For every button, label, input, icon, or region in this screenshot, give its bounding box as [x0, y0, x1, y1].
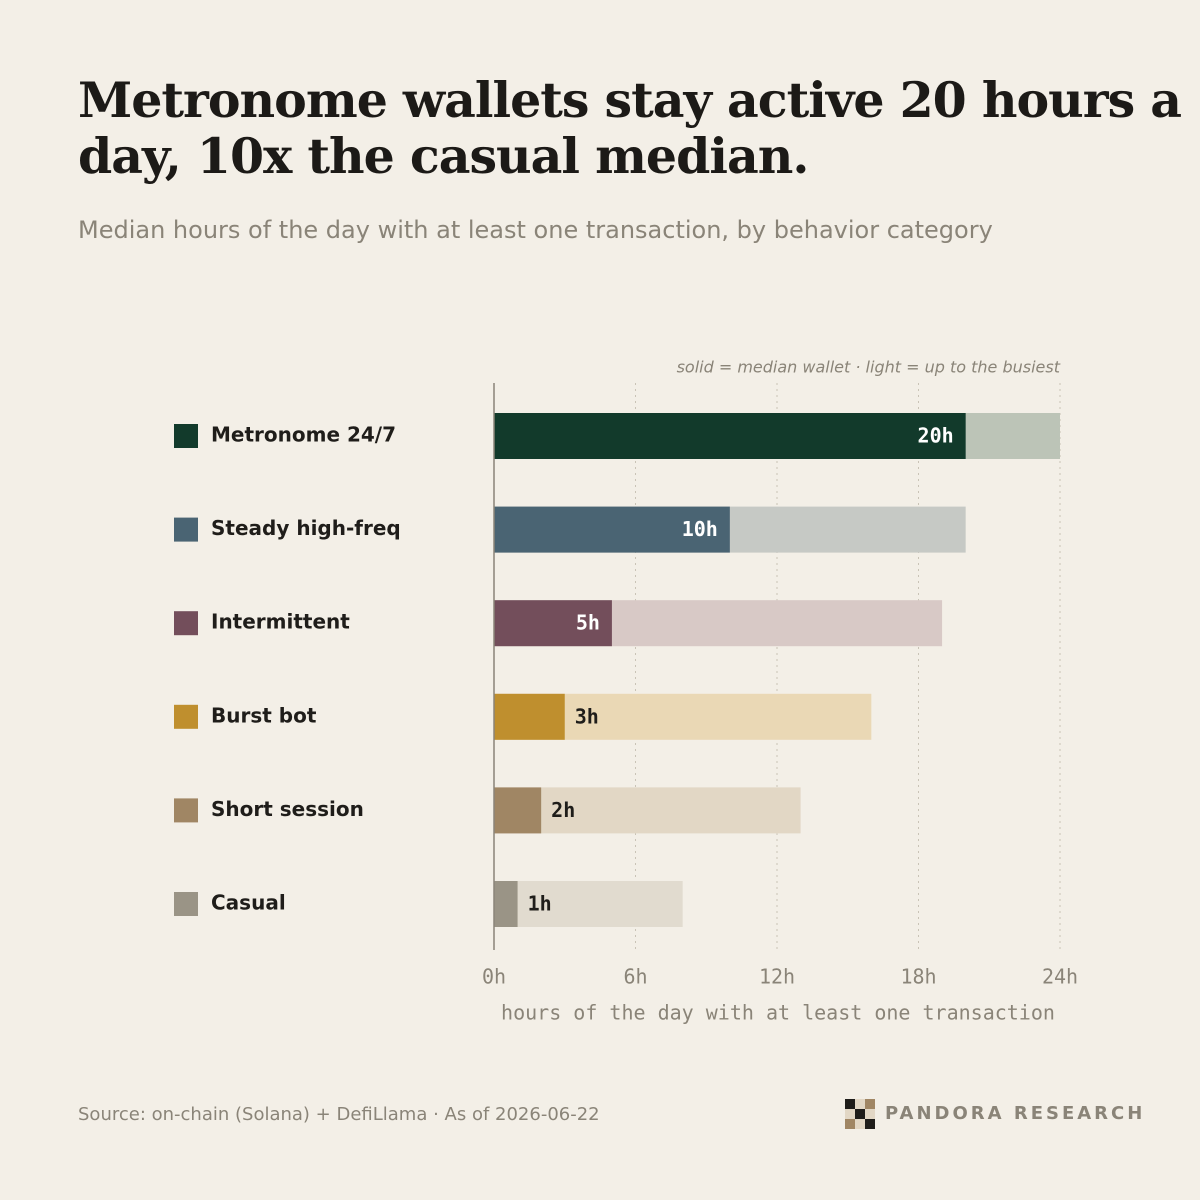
bar-median — [494, 600, 612, 647]
value-label: 5h — [576, 611, 600, 635]
bar-median — [494, 506, 730, 553]
legend-swatch — [174, 704, 198, 729]
category-label: Steady high-freq — [211, 516, 401, 540]
legend-note: solid = median wallet · light = up to th… — [677, 358, 1061, 377]
brand: PANDORA RESEARCH — [885, 1103, 1145, 1124]
category-label: Burst bot — [211, 703, 317, 727]
value-label: 1h — [528, 892, 552, 916]
bar-median — [494, 413, 966, 459]
category-label: Intermittent — [211, 610, 350, 634]
legend-swatch — [174, 517, 198, 542]
value-label: 10h — [682, 517, 718, 541]
brand-icon — [845, 1099, 875, 1129]
bar-median — [494, 881, 518, 927]
legend-swatch — [174, 424, 198, 448]
chart-title: Metronome wallets stay active 20 hours a… — [78, 71, 1181, 185]
x-tick-label: 0h — [482, 965, 506, 989]
chart-subtitle: Median hours of the day with at least on… — [78, 216, 993, 244]
category-label: Casual — [211, 891, 286, 915]
value-label: 20h — [918, 424, 954, 448]
legend-swatch — [174, 892, 198, 916]
x-tick-label: 18h — [900, 965, 936, 989]
bar-median — [494, 787, 542, 834]
value-label: 2h — [551, 798, 575, 822]
x-tick-label: 6h — [623, 965, 647, 989]
legend-swatch — [174, 798, 198, 823]
value-label: 3h — [575, 704, 599, 728]
legend-swatch — [174, 611, 198, 636]
x-axis-label: hours of the day with at least one trans… — [501, 1001, 1055, 1025]
source: Source: on-chain (Solana) + DefiLlama · … — [78, 1104, 600, 1125]
category-label: Short session — [211, 797, 364, 821]
x-tick-label: 12h — [759, 965, 795, 989]
bar-median — [494, 693, 565, 740]
bar-busiest — [494, 881, 683, 927]
category-label: Metronome 24/7 — [211, 423, 396, 447]
x-tick-label: 24h — [1042, 965, 1078, 989]
bar-busiest — [494, 787, 801, 834]
